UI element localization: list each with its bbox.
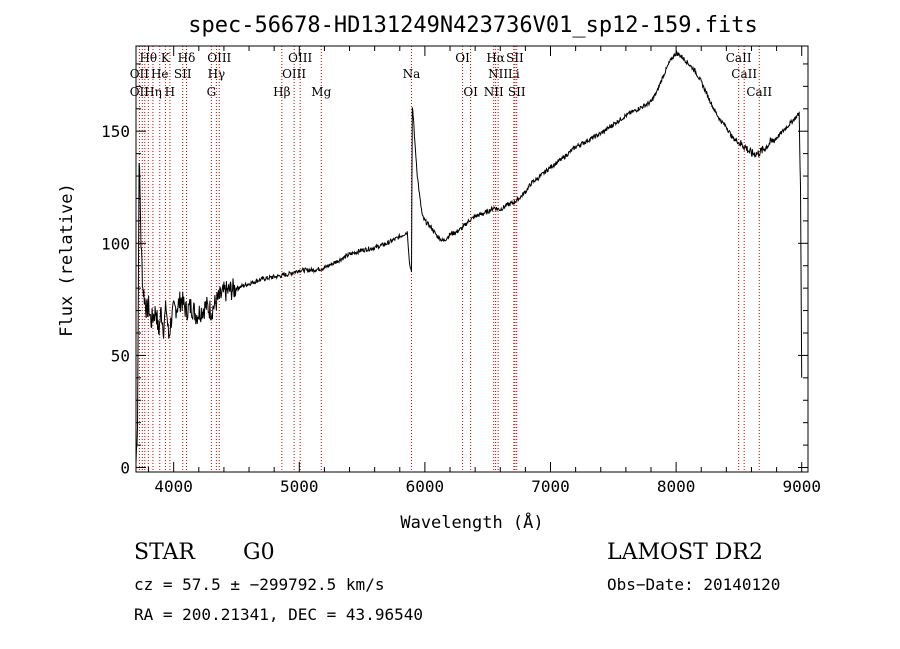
x-tick-label: 5000 [280,477,319,496]
x-tick-label: 6000 [406,477,445,496]
line-label: Hθ [139,51,157,65]
line-label: SII [506,51,524,65]
line-label: Li [508,67,520,81]
x-tick-label: 4000 [154,477,193,496]
line-label: NII [484,85,504,99]
survey-name: LAMOST DR2 [607,540,763,565]
line-label: Hη [144,85,162,99]
y-axis-label: Flux (relative) [57,183,77,337]
x-tick-label: 8000 [657,477,696,496]
line-label: Mg [311,85,331,99]
line-label: OI [455,51,470,65]
line-label: OIII [288,51,312,65]
line-label: Hδ [178,51,196,65]
line-label: OIII [207,51,231,65]
line-markers [138,46,760,472]
line-label: He [151,67,169,81]
line-label: OIII [282,67,306,81]
line-label: CaII [746,85,772,99]
line-label: H [165,85,175,99]
object-class: STAR [134,540,195,565]
line-label: K [161,51,171,65]
line-label: OII [130,85,150,99]
plot-frame [135,45,809,473]
line-label: SII [174,67,192,81]
line-label: Hγ [208,67,226,81]
x-tick-label: 9000 [782,477,821,496]
x-tick-label: 7000 [531,477,570,496]
line-label: SII [508,85,526,99]
line-label: Hβ [273,85,290,99]
y-axis: 0 50 100 150 [101,63,808,478]
line-label: OI [463,85,478,99]
y-tick-label: 0 [120,459,130,478]
x-axis: 4000 5000 6000 7000 8000 9000 [148,46,821,496]
line-label: Hα [486,51,505,65]
line-label: CaII [731,67,757,81]
object-subclass: G0 [243,540,275,565]
line-label: NII [488,67,508,81]
observation-date: Obs−Date: 20140120 [607,575,781,594]
redshift-readout: cz = 57.5 ± −299792.5 km/s [134,575,385,594]
y-tick-label: 150 [101,122,130,141]
line-label: G [207,85,217,99]
chart-title: spec-56678-HD131249N423736V01_sp12-159.f… [188,13,758,38]
line-label: Na [403,67,421,81]
y-tick-label: 100 [101,234,130,253]
y-tick-label: 50 [111,346,130,365]
line-label: CaII [726,51,752,65]
line-label: OII [130,67,150,81]
x-axis-label: Wavelength (Å) [400,511,543,533]
coordinates-readout: RA = 200.21341, DEC = 43.96540 [134,605,423,624]
spectrum-line [135,50,803,464]
